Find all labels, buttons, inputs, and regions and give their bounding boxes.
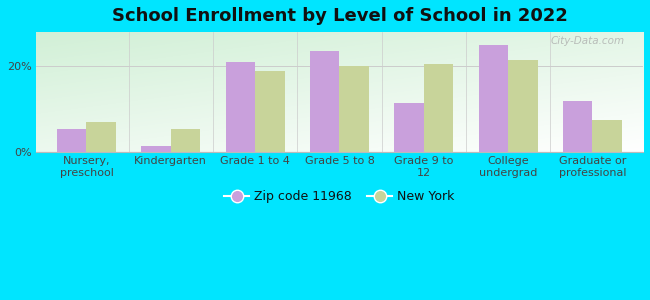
Bar <box>141 146 171 152</box>
Bar <box>339 66 369 152</box>
Bar <box>424 64 453 152</box>
Bar <box>508 60 538 152</box>
Bar <box>395 103 424 152</box>
Bar <box>563 101 592 152</box>
Text: City-Data.com: City-Data.com <box>551 36 625 46</box>
Bar <box>171 129 200 152</box>
Bar <box>226 62 255 152</box>
Bar <box>310 51 339 152</box>
Bar <box>592 120 622 152</box>
Title: School Enrollment by Level of School in 2022: School Enrollment by Level of School in … <box>112 7 567 25</box>
Bar <box>86 122 116 152</box>
Bar <box>478 45 508 152</box>
Bar <box>57 129 86 152</box>
Bar <box>255 71 285 152</box>
Legend: Zip code 11968, New York: Zip code 11968, New York <box>220 185 460 208</box>
